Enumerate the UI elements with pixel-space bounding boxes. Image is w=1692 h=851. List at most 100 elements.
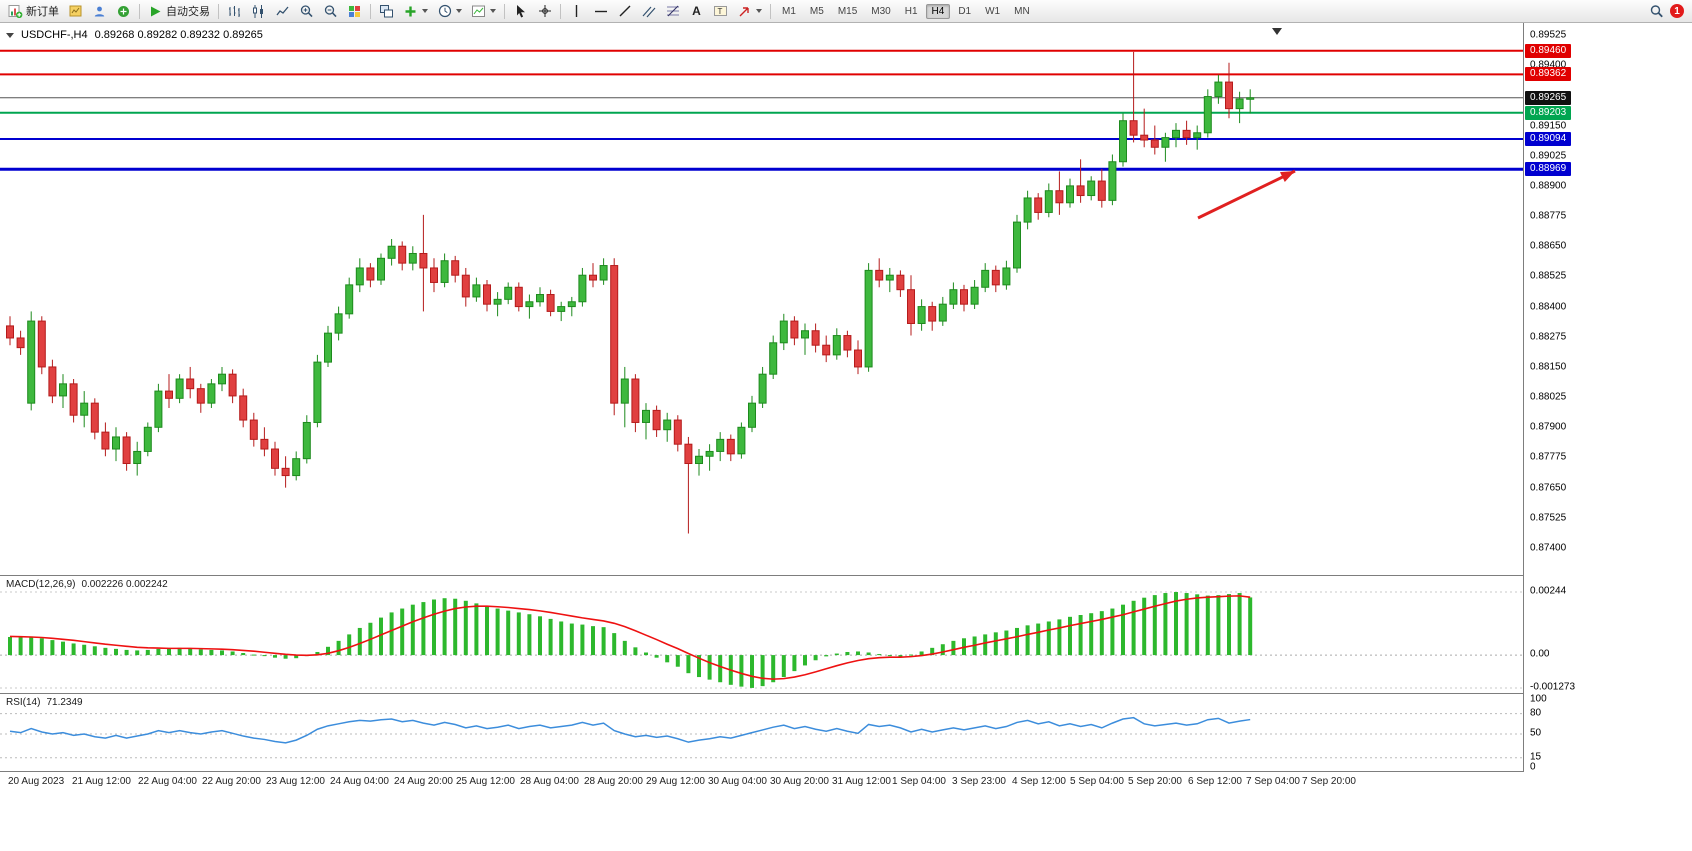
candle [1044,183,1053,218]
arrow-annotation[interactable] [1197,169,1296,220]
vertical-line-tool-icon[interactable] [565,3,588,20]
timeframe-button-M30[interactable]: M30 [871,5,891,17]
toolbar-separator [139,3,140,19]
macd-chart [0,591,1523,689]
macd-header: MACD(12,26,9) 0.002226 0.002242 [6,579,168,590]
candle [324,325,332,367]
macd-bar [760,655,765,687]
auto-trading-button[interactable]: 自动交易 [144,1,214,21]
indicators-icon[interactable] [343,3,366,20]
add-indicator-button[interactable] [399,1,432,21]
timeframe-button-M15[interactable]: M15 [837,5,858,17]
channel-tool-icon[interactable] [637,3,660,20]
time-axis-label: 29 Aug 12:00 [646,776,705,787]
fibonacci-tool-icon[interactable] [661,3,684,20]
price-chart-panel[interactable]: USDCHF-,H4 0.89268 0.89282 0.89232 0.892… [0,23,1523,575]
macd-bar [633,647,638,656]
macd-bar [1227,594,1231,656]
zoom-out-icon[interactable] [319,3,342,20]
bar-chart-type-icon[interactable] [223,3,246,20]
candle [917,299,926,331]
timeframe-button-M1[interactable]: M1 [782,5,796,17]
candle [981,263,990,293]
macd-bar [951,640,956,656]
new-order-button[interactable]: 新订单 [4,1,63,21]
timeframe-button-W1[interactable]: W1 [985,5,1001,17]
charts-icon[interactable] [64,3,87,20]
cursor-icon[interactable] [509,3,532,20]
macd-bar [665,655,670,663]
candle [663,412,672,442]
trendline-tool-icon[interactable] [613,3,636,20]
timeframe-button-MN[interactable]: MN [1014,5,1030,17]
candle [440,253,449,288]
candle [1097,168,1106,208]
search-icon[interactable] [1649,4,1664,19]
price-tick-label: 0.87900 [1530,421,1567,433]
macd-bar [1036,623,1041,656]
arrows-tool-button[interactable] [733,1,766,21]
tile-windows-icon[interactable] [375,3,398,20]
macd-bar [485,605,489,656]
candlestick-chart[interactable] [0,23,1523,575]
timeframe-button-H1[interactable]: H1 [904,5,918,17]
community-icon[interactable] [112,3,135,20]
candlestick-type-icon[interactable] [247,3,270,20]
price-axis[interactable]: 0.89525 0.89400 0.89150 0.89025 0.88900 0.887… [1523,23,1692,773]
macd-bar [548,618,553,656]
crosshair-icon[interactable] [533,3,556,20]
timeframe-button-D1[interactable]: D1 [958,5,972,17]
price-tick-label: 0.88525 [1530,270,1567,282]
macd-bar [209,649,214,656]
period-button[interactable] [433,1,466,21]
rsi-tick-label: 100 [1530,693,1547,705]
time-axis-label: 24 Aug 20:00 [394,776,453,787]
chart-symbol-title: USDCHF-,H4 [21,29,88,41]
chart-shift-marker[interactable] [1272,28,1282,35]
macd-bar [262,655,267,657]
candle [578,267,587,307]
candle [1108,154,1117,206]
candle [801,323,809,355]
time-axis[interactable]: 20 Aug 2023 21 Aug 12:00 22 Aug 04:00 22 Au… [0,771,1692,800]
macd-label: MACD(12,26,9) [6,579,76,590]
timeframe-button-M5[interactable]: M5 [809,5,824,17]
time-axis-label: 28 Aug 20:00 [584,776,643,787]
candle [1087,176,1096,201]
notification-badge[interactable]: 1 [1670,4,1684,18]
profile-icon[interactable] [88,3,111,20]
toolbar-separator [560,3,561,19]
horizontal-line-tool-icon[interactable] [589,3,612,20]
template-button[interactable] [467,1,500,21]
candle [938,296,947,326]
candle [472,277,481,302]
macd-bar [601,627,606,656]
text-tool-icon[interactable]: A [692,4,701,18]
price-tick-label: 0.87775 [1530,451,1567,463]
chevron-down-icon [756,9,762,13]
new-order-label: 新订单 [26,6,59,18]
candle [37,316,46,375]
chevron-down-icon [456,9,462,13]
candle [1013,214,1021,273]
macd-bar [8,636,12,656]
candle [705,444,714,471]
price-tick-label: 0.88400 [1530,301,1567,313]
price-tick-label: 0.89525 [1530,29,1567,41]
macd-bar [993,632,998,656]
macd-panel[interactable]: MACD(12,26,9) 0.002226 0.002242 [0,575,1523,694]
macd-bar [506,610,511,656]
one-click-trading-icon[interactable] [6,32,14,38]
line-chart-type-icon[interactable] [271,3,294,20]
candle [16,330,25,355]
macd-bar [612,633,617,656]
time-axis-label: 7 Sep 20:00 [1302,776,1356,787]
chart-header: USDCHF-,H4 0.89268 0.89282 0.89232 0.892… [6,29,263,41]
candle [567,296,576,317]
rsi-panel[interactable]: RSI(14) 71.2349 [0,693,1523,772]
candle [1023,190,1032,230]
timeframe-button-H4[interactable]: H4 [925,3,951,19]
zoom-in-icon[interactable] [295,3,318,20]
rsi-label: RSI(14) [6,697,41,708]
text-label-tool-icon[interactable]: T [709,3,732,20]
